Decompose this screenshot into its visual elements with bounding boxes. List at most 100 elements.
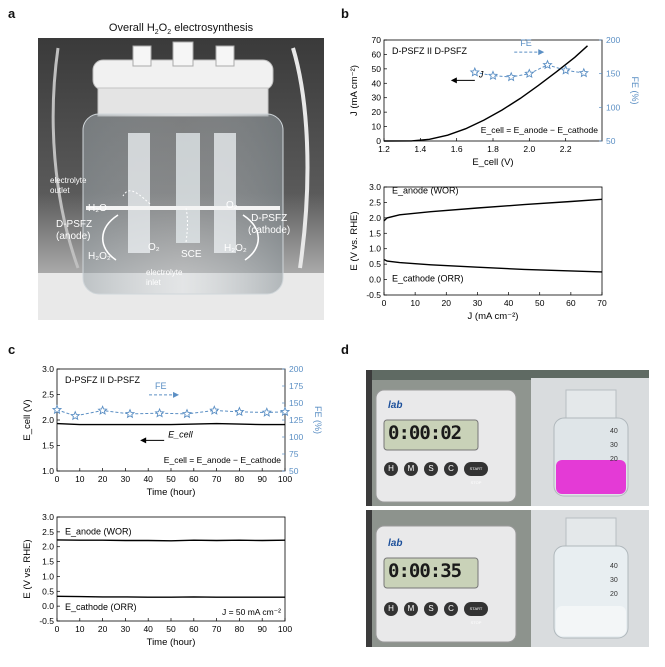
- timer-button-c: C: [444, 462, 458, 476]
- x-tick-label-b-bottom: 60: [566, 298, 576, 308]
- y-tick-label-b-bottom: 0.0: [369, 275, 381, 285]
- y2-tick-label-c-top: 100: [289, 432, 303, 442]
- fe-point-b-top: [578, 67, 589, 78]
- x-tick-label-c-top: 60: [189, 474, 199, 484]
- y-tick-label-b-bottom: 1.5: [369, 228, 381, 238]
- fe-series-line-c-top: [56, 409, 286, 417]
- chart-annotation-b-top: D-PSFZ II D-PSFZ: [392, 46, 467, 56]
- y-tick-label-b-top: 60: [372, 49, 382, 59]
- y2-tick-label-c-top: 50: [289, 466, 299, 476]
- y2-tick-label-b-top: 100: [606, 102, 620, 112]
- fe-point-c-top: [70, 410, 81, 421]
- fe-point-c-top: [51, 404, 63, 415]
- equation-c-top: E_cell = E_anode − E_cathode: [164, 455, 281, 465]
- x-tick-label-b-bottom: 40: [504, 298, 514, 308]
- y2-tick-label-b-top: 150: [606, 69, 620, 79]
- label-electrolyte-inlet: electrolyte inlet: [146, 268, 183, 287]
- y-tick-label-c-bottom: 1.5: [42, 557, 54, 567]
- note-c-bottom: J = 50 mA cm⁻²: [222, 607, 281, 617]
- y-tick-label-c-bottom: 2.5: [42, 527, 54, 537]
- x-tick-label-b-bottom: 10: [410, 298, 420, 308]
- y-tick-label-c-top: 1.0: [42, 466, 54, 476]
- x-tick-label-b-top: 1.6: [451, 144, 463, 154]
- timer-display-top: 0:00:02: [388, 422, 462, 444]
- timer-brand-top: lab: [388, 400, 403, 411]
- y-tick-label-b-bottom: -0.5: [366, 290, 381, 300]
- x-tick-label-c-bottom: 80: [235, 624, 245, 634]
- bottle-marks-bottom: 40 30 20: [610, 563, 618, 598]
- y-tick-label-c-bottom: 0.0: [42, 601, 54, 611]
- y2-tick-label-c-top: 75: [289, 449, 299, 459]
- timer-button-m: M: [404, 602, 418, 616]
- timer-photo-top: lab 0:00:02 H M S C START STOP 40 30 20: [366, 370, 649, 506]
- cathode-label-c-bottom: E_cathode (ORR): [65, 602, 137, 612]
- panel-label-c: c: [8, 342, 16, 357]
- fe-point-c-top: [181, 408, 193, 419]
- x-tick-label-c-bottom: 0: [55, 624, 60, 634]
- x-tick-label-c-top: 80: [235, 474, 245, 484]
- x-tick-label-c-top: 40: [143, 474, 153, 484]
- y-tick-label-b-top: 50: [372, 64, 382, 74]
- x-tick-label-c-bottom: 40: [143, 624, 153, 634]
- y-tick-label-b-top: 0: [376, 136, 381, 146]
- y-axis-label-c-bottom: E (V vs. RHE): [22, 539, 33, 598]
- y-tick-label-c-top: 2.5: [42, 390, 54, 400]
- series-line-1-c-bottom: [56, 595, 285, 598]
- plot-frame-c-bottom: [56, 516, 286, 622]
- x-tick-label-c-bottom: 50: [166, 624, 176, 634]
- x-tick-label-b-top: 1.4: [414, 144, 426, 154]
- x-tick-label-c-top: 90: [257, 474, 267, 484]
- x-axis-label-c-bottom: Time (hour): [147, 637, 196, 648]
- label-o2: O₂: [148, 242, 160, 253]
- y2-axis-label-b-top: FE (%): [630, 77, 640, 105]
- fe-point-c-top: [154, 407, 165, 418]
- fe-legend-label-b-top: FE: [520, 38, 532, 48]
- timer-button-start-stop: START STOP: [464, 602, 488, 625]
- fe-point-b-top: [469, 66, 480, 77]
- x-tick-label-b-bottom: 30: [473, 298, 483, 308]
- y2-tick-label-c-top: 125: [289, 415, 303, 425]
- y-tick-label-b-top: 40: [372, 78, 382, 88]
- fe-point-c-top: [124, 408, 136, 419]
- x-tick-label-c-bottom: 60: [189, 624, 199, 634]
- fe-legend-label-c-top: FE: [155, 381, 167, 391]
- timer-photo-bottom: lab 0:00:35 H M S C START STOP 40 30 20: [366, 510, 649, 647]
- y-axis-label-c-top: E_cell (V): [22, 399, 33, 440]
- y-tick-label-b-bottom: 1.0: [369, 244, 381, 254]
- timer-brand-bottom: lab: [388, 538, 403, 549]
- label-h2o2-left: H₂O₂: [88, 251, 111, 262]
- x-tick-label-c-top: 0: [55, 474, 60, 484]
- y-tick-label-c-top: 2.0: [42, 415, 54, 425]
- series-line-0-c-bottom: [56, 539, 286, 542]
- fe-point-b-top: [524, 68, 535, 79]
- x-tick-label-b-top: 1.8: [487, 144, 499, 154]
- j-legend-arrowhead-c-top: [140, 437, 147, 444]
- timer-button-s: S: [424, 462, 438, 476]
- x-tick-label-c-top: 30: [121, 474, 131, 484]
- fe-point-b-top: [560, 64, 571, 75]
- plot-frame-b-bottom: [383, 186, 603, 296]
- label-h2o2-right: H₂O₂: [224, 243, 247, 254]
- photo-labels: electrolyte outlet D-PSFZ (anode) D-PSFZ (c…: [38, 38, 324, 320]
- series-line-0-b-bottom: [383, 198, 603, 222]
- timer-button-h: H: [384, 462, 398, 476]
- j-legend-label-c-top: E_cell: [168, 429, 194, 439]
- chart-annotation-c-top: D-PSFZ II D-PSFZ: [65, 375, 140, 385]
- timer-button-c: C: [444, 602, 458, 616]
- timer-button-m: M: [404, 462, 418, 476]
- label-anode: D-PSFZ (anode): [56, 219, 93, 242]
- x-tick-label-c-top: 20: [98, 474, 108, 484]
- equation-b-top: E_cell = E_anode − E_cathode: [481, 125, 598, 135]
- y-tick-label-c-bottom: 1.0: [42, 571, 54, 581]
- j-legend-arrowhead-b-top: [450, 77, 457, 84]
- fe-legend-arrowhead-b-top: [538, 49, 545, 56]
- y2-tick-label-b-top: 200: [606, 35, 620, 45]
- fe-point-c-top: [261, 407, 272, 417]
- y-axis-label-b-top: J (mA cm⁻²): [349, 65, 360, 116]
- y2-tick-label-c-top: 175: [289, 381, 303, 391]
- x-tick-label-b-bottom: 70: [597, 298, 607, 308]
- x-tick-label-c-bottom: 20: [98, 624, 108, 634]
- fe-point-b-top: [506, 71, 517, 82]
- j-legend-label-b-top: J: [478, 69, 484, 79]
- x-tick-label-c-bottom: 70: [212, 624, 222, 634]
